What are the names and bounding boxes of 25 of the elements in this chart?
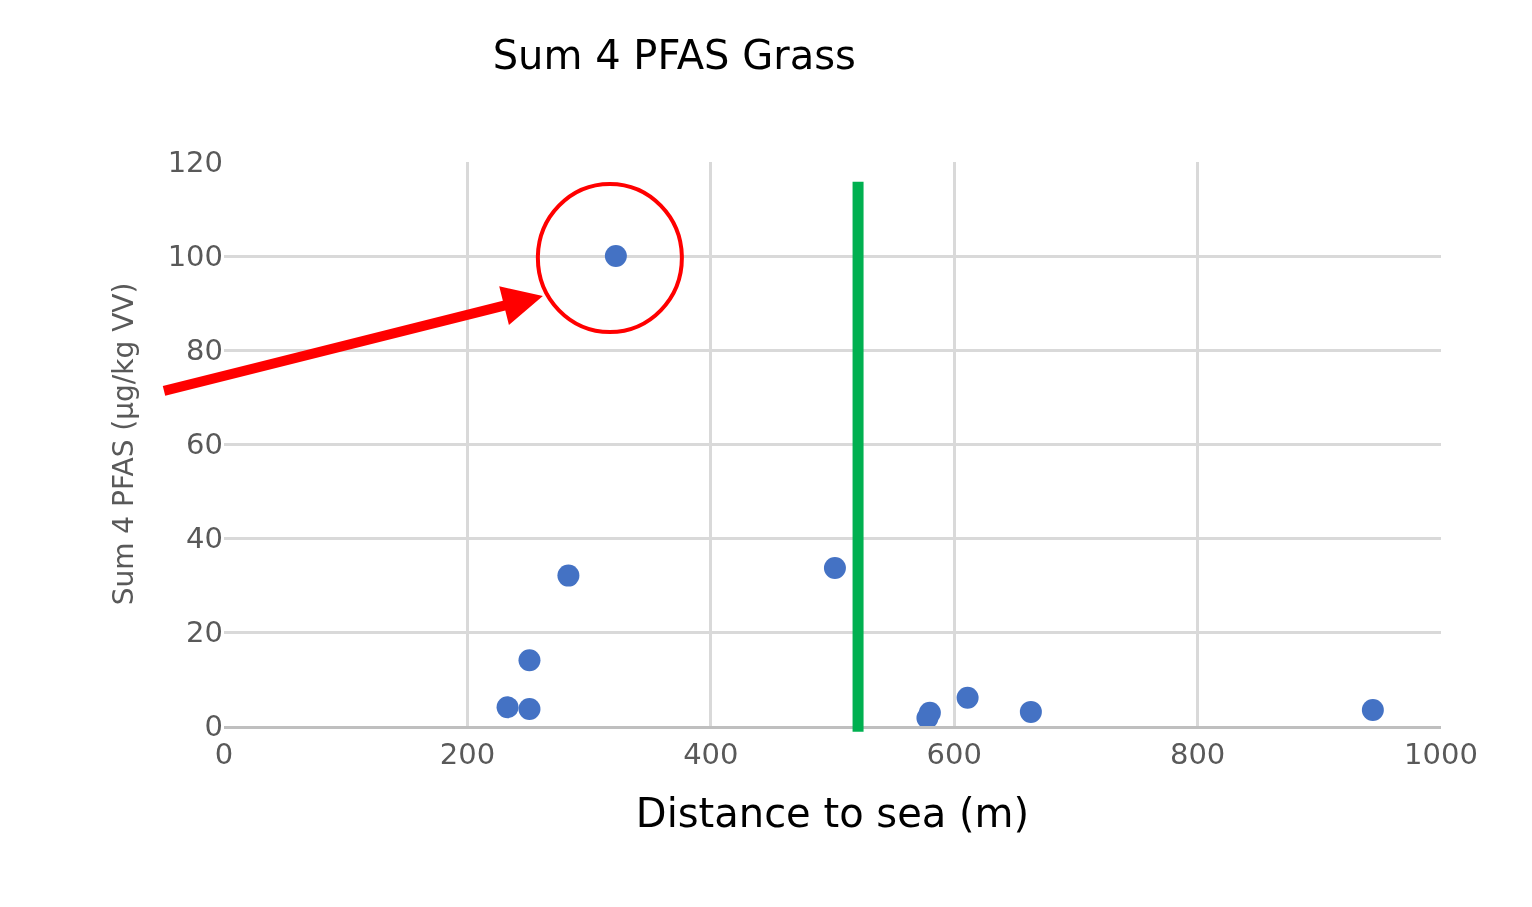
point bbox=[1361, 699, 1384, 722]
y-tick-label: 60 bbox=[186, 427, 223, 462]
point bbox=[518, 698, 541, 721]
y-tick-label: 0 bbox=[204, 709, 223, 744]
point bbox=[916, 707, 939, 729]
x-tick-label: 600 bbox=[926, 736, 982, 771]
point bbox=[1019, 700, 1042, 723]
point bbox=[496, 696, 519, 719]
y-tick-label: 80 bbox=[186, 333, 223, 368]
chart-title: Sum 4 PFAS Grass bbox=[492, 31, 856, 78]
point bbox=[557, 564, 580, 587]
x-axis-title: Distance to sea (m) bbox=[635, 790, 1030, 837]
x-tick-label: 400 bbox=[683, 736, 739, 771]
point bbox=[823, 557, 846, 580]
point bbox=[604, 245, 627, 267]
y-tick-label: 100 bbox=[167, 239, 223, 274]
y-tick-label: 20 bbox=[186, 615, 223, 650]
x-tick-label: 1000 bbox=[1404, 736, 1478, 771]
point bbox=[518, 649, 541, 672]
y-axis-title: Sum 4 PFAS (µg/kg VV) bbox=[107, 282, 141, 606]
y-tick-label: 40 bbox=[186, 521, 223, 556]
point bbox=[956, 686, 979, 709]
x-tick-label: 800 bbox=[1169, 736, 1226, 771]
x-tick-label: 200 bbox=[439, 736, 496, 771]
y-tick-label: 120 bbox=[167, 145, 223, 180]
